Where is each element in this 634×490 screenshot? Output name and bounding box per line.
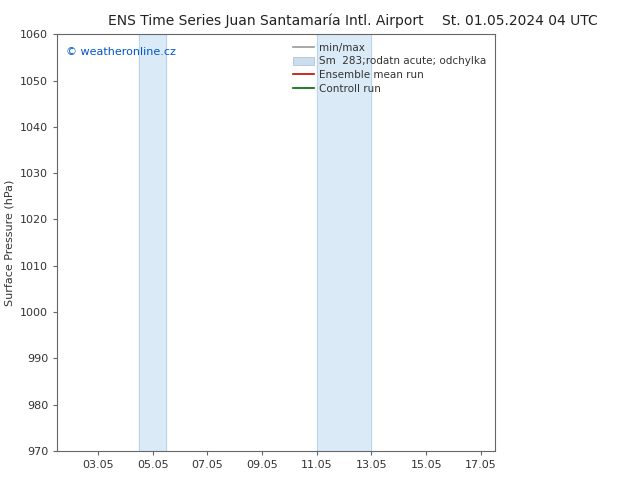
Bar xyxy=(139,34,166,451)
Text: ENS Time Series Juan Santamaría Intl. Airport: ENS Time Series Juan Santamaría Intl. Ai… xyxy=(108,14,424,28)
Legend: min/max, Sm  283;rodatn acute; odchylka, Ensemble mean run, Controll run: min/max, Sm 283;rodatn acute; odchylka, … xyxy=(290,40,489,97)
Text: © weatheronline.cz: © weatheronline.cz xyxy=(66,47,176,57)
Bar xyxy=(317,34,372,451)
Text: St. 01.05.2024 04 UTC: St. 01.05.2024 04 UTC xyxy=(442,14,598,28)
Y-axis label: Surface Pressure (hPa): Surface Pressure (hPa) xyxy=(4,179,15,306)
